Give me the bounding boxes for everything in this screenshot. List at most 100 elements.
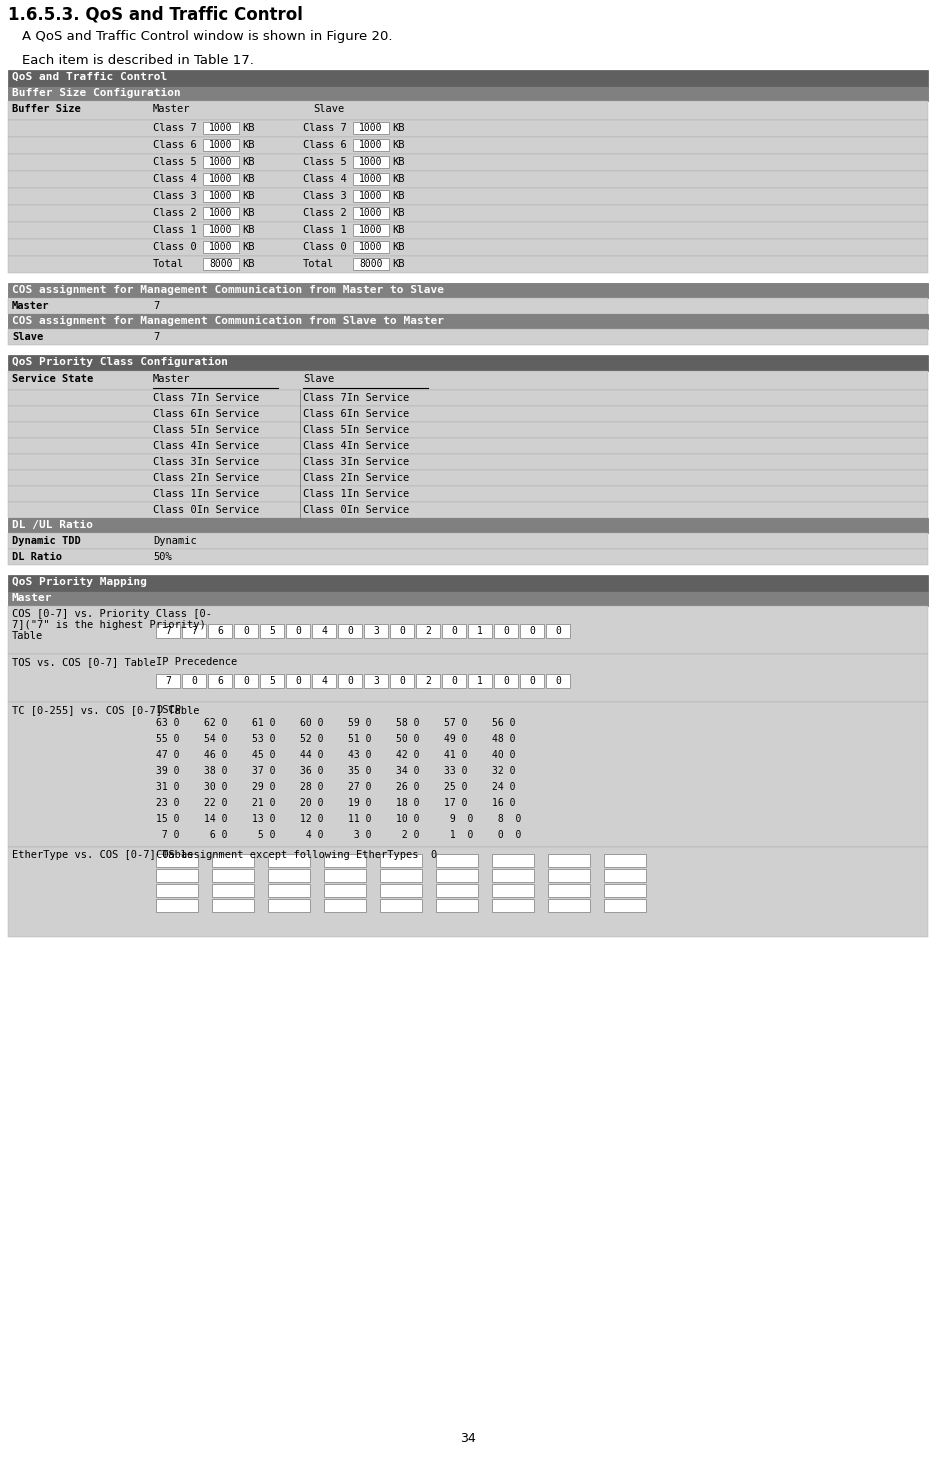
Text: Class 0: Class 0 xyxy=(153,241,197,252)
Text: Class 7: Class 7 xyxy=(153,123,197,133)
Text: 36 0: 36 0 xyxy=(300,767,324,775)
Text: 57 0: 57 0 xyxy=(444,718,467,729)
Bar xyxy=(324,854,366,868)
Text: 0: 0 xyxy=(399,676,405,686)
Text: 4: 4 xyxy=(321,626,327,636)
Text: 0: 0 xyxy=(347,676,353,686)
Bar xyxy=(390,625,414,638)
Text: Class 5In Service: Class 5In Service xyxy=(303,424,409,435)
Text: 14 0: 14 0 xyxy=(204,813,227,824)
Bar xyxy=(353,257,389,271)
Text: 1000: 1000 xyxy=(359,225,383,236)
Text: DSCP: DSCP xyxy=(156,705,181,715)
Text: Class 6In Service: Class 6In Service xyxy=(153,410,259,418)
Text: COS [0-7] vs. Priority Class [0-: COS [0-7] vs. Priority Class [0- xyxy=(12,609,212,619)
Text: 21 0: 21 0 xyxy=(252,797,275,808)
Text: 12 0: 12 0 xyxy=(300,813,324,824)
Text: 6 0: 6 0 xyxy=(204,830,227,840)
Text: 33 0: 33 0 xyxy=(444,767,467,775)
Bar xyxy=(8,518,928,533)
Bar xyxy=(8,372,928,391)
Text: 1000: 1000 xyxy=(210,140,233,151)
Text: Class 3: Class 3 xyxy=(303,192,346,200)
Text: 6: 6 xyxy=(217,676,223,686)
Text: 0: 0 xyxy=(555,676,561,686)
Text: 56 0: 56 0 xyxy=(492,718,516,729)
Text: 43 0: 43 0 xyxy=(348,751,372,759)
Bar xyxy=(8,502,928,518)
Text: 30 0: 30 0 xyxy=(204,783,227,791)
Text: KB: KB xyxy=(242,157,255,167)
Text: COS assignment for Management Communication from Slave to Master: COS assignment for Management Communicat… xyxy=(12,316,444,326)
Text: 0: 0 xyxy=(191,676,197,686)
Bar xyxy=(8,391,928,407)
Text: 45 0: 45 0 xyxy=(252,751,275,759)
Text: 1000: 1000 xyxy=(210,208,233,218)
Bar xyxy=(8,533,928,549)
Bar xyxy=(8,120,928,138)
Text: Master: Master xyxy=(12,593,52,603)
Bar xyxy=(212,854,254,868)
Bar xyxy=(546,625,570,638)
Text: KB: KB xyxy=(392,157,404,167)
Bar xyxy=(268,869,310,882)
Text: Dynamic: Dynamic xyxy=(153,535,197,546)
Bar xyxy=(436,898,478,911)
Bar xyxy=(8,238,928,256)
Text: Class 4: Class 4 xyxy=(303,174,346,184)
Bar xyxy=(8,702,928,847)
Text: 3: 3 xyxy=(373,626,379,636)
Text: 49 0: 49 0 xyxy=(444,734,467,745)
Text: EtherType vs. COS [0-7] Table: EtherType vs. COS [0-7] Table xyxy=(12,850,193,860)
Text: 17 0: 17 0 xyxy=(444,797,467,808)
Text: 7 0: 7 0 xyxy=(156,830,180,840)
Text: 7: 7 xyxy=(165,676,171,686)
Text: 1: 1 xyxy=(477,676,483,686)
Bar xyxy=(324,898,366,911)
Bar xyxy=(442,674,466,688)
Text: Total: Total xyxy=(153,259,184,269)
Text: KB: KB xyxy=(242,208,255,218)
Text: KB: KB xyxy=(242,140,255,151)
Text: 48 0: 48 0 xyxy=(492,734,516,745)
Text: 7]("7" is the highest Priority): 7]("7" is the highest Priority) xyxy=(12,620,206,631)
Text: 0: 0 xyxy=(555,626,561,636)
Text: KB: KB xyxy=(242,174,255,184)
Text: Slave: Slave xyxy=(313,104,344,114)
Text: 0  0: 0 0 xyxy=(492,830,521,840)
Text: 38 0: 38 0 xyxy=(204,767,227,775)
Bar xyxy=(604,898,646,911)
Bar xyxy=(8,282,928,298)
Text: 41 0: 41 0 xyxy=(444,751,467,759)
Text: Slave: Slave xyxy=(303,375,334,383)
Text: Class 0In Service: Class 0In Service xyxy=(303,505,409,515)
Text: 32 0: 32 0 xyxy=(492,767,516,775)
Text: QoS Priority Class Configuration: QoS Priority Class Configuration xyxy=(12,357,228,367)
Bar xyxy=(203,206,239,219)
Text: 2: 2 xyxy=(425,626,431,636)
Text: KB: KB xyxy=(392,192,404,200)
Text: 1000: 1000 xyxy=(210,241,233,252)
Text: COS assignment for Management Communication from Master to Slave: COS assignment for Management Communicat… xyxy=(12,285,444,296)
Text: Class 3In Service: Class 3In Service xyxy=(153,456,259,467)
Bar xyxy=(364,674,388,688)
Text: Total: Total xyxy=(303,259,334,269)
Bar xyxy=(492,884,534,897)
Text: Buffer Size Configuration: Buffer Size Configuration xyxy=(12,88,181,98)
Bar xyxy=(416,674,440,688)
Text: 28 0: 28 0 xyxy=(300,783,324,791)
Bar xyxy=(492,898,534,911)
Bar xyxy=(390,674,414,688)
Text: 53 0: 53 0 xyxy=(252,734,275,745)
Text: KB: KB xyxy=(392,259,404,269)
Text: Class 4In Service: Class 4In Service xyxy=(153,440,259,451)
Bar xyxy=(353,173,389,184)
Text: Class 1: Class 1 xyxy=(153,225,197,236)
Text: 10 0: 10 0 xyxy=(396,813,419,824)
Text: 7: 7 xyxy=(153,332,159,342)
Text: Class 2: Class 2 xyxy=(153,208,197,218)
Text: Class 5: Class 5 xyxy=(303,157,346,167)
Bar xyxy=(156,854,198,868)
Text: Class 7In Service: Class 7In Service xyxy=(153,394,259,402)
Text: 60 0: 60 0 xyxy=(300,718,324,729)
